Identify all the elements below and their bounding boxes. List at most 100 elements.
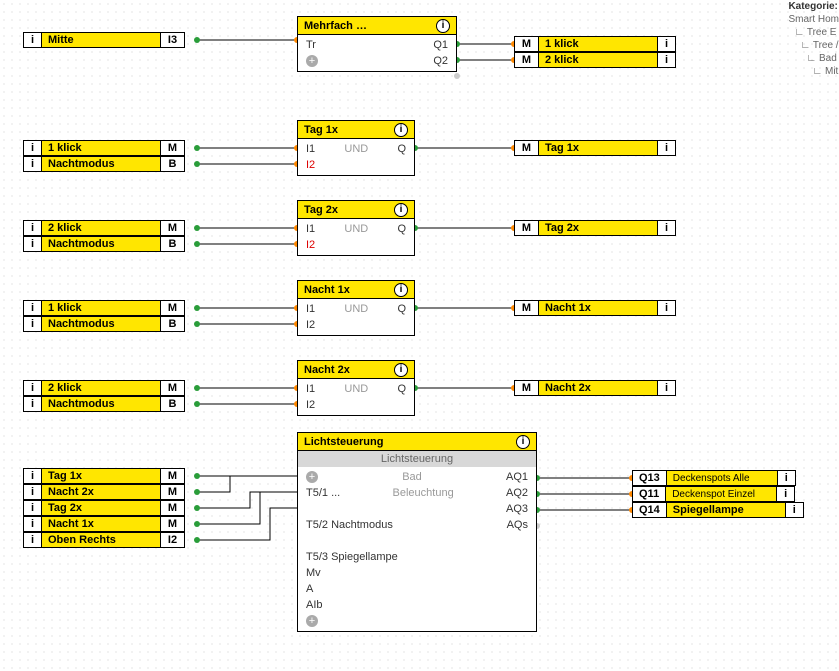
tag-label: Nachtmodus bbox=[42, 157, 160, 171]
info-icon[interactable]: i bbox=[394, 203, 408, 217]
block-tag2x[interactable]: Tag 2xi I1UNDQ I2 bbox=[297, 200, 415, 256]
input-tag-klick2b[interactable]: i2 klickM bbox=[23, 380, 185, 396]
tag-label: Nacht 2x bbox=[539, 381, 657, 395]
tag-label: Oben Rechts bbox=[42, 533, 160, 547]
tag-type: B bbox=[160, 397, 184, 411]
info-icon[interactable]: i bbox=[24, 501, 42, 515]
info-icon[interactable]: i bbox=[657, 381, 675, 395]
info-icon[interactable]: i bbox=[24, 301, 42, 315]
add-icon[interactable]: + bbox=[306, 55, 318, 67]
output-tag-out_tag1x[interactable]: MTag 1xi bbox=[514, 140, 676, 156]
tag-label: Tag 1x bbox=[42, 469, 160, 483]
tag-type: M bbox=[160, 469, 184, 483]
info-icon[interactable]: i bbox=[394, 363, 408, 377]
tag-type: M bbox=[160, 381, 184, 395]
info-icon[interactable]: i bbox=[24, 381, 42, 395]
info-icon[interactable]: i bbox=[24, 533, 42, 547]
output-tag-out_1klick[interactable]: M1 klicki bbox=[514, 36, 676, 52]
input-tag-nacht_d[interactable]: iNachtmodusB bbox=[23, 396, 185, 412]
block-mehrfach[interactable]: Mehrfach …i TrQ1 +Q2 bbox=[297, 16, 457, 72]
input-tag-obenrechts[interactable]: iOben RechtsI2 bbox=[23, 532, 185, 548]
tag-type: M bbox=[160, 485, 184, 499]
info-icon[interactable]: i bbox=[516, 435, 530, 449]
output-tag-out_q11[interactable]: Q11Deckenspot Einzeli bbox=[632, 486, 795, 502]
info-icon[interactable]: i bbox=[24, 157, 42, 171]
add-icon[interactable]: + bbox=[306, 615, 318, 627]
info-icon[interactable]: i bbox=[657, 37, 675, 51]
block-nacht1x[interactable]: Nacht 1xi I1UNDQ I2 bbox=[297, 280, 415, 336]
tag-label: 2 klick bbox=[42, 381, 160, 395]
tag-label: 1 klick bbox=[539, 37, 657, 51]
info-icon[interactable]: i bbox=[777, 471, 795, 485]
output-tag-out_nacht2x[interactable]: MNacht 2xi bbox=[514, 380, 676, 396]
info-icon[interactable]: i bbox=[24, 221, 42, 235]
input-tag-mitte[interactable]: iMitteI3 bbox=[23, 32, 185, 48]
info-icon[interactable]: i bbox=[657, 221, 675, 235]
tag-label: Nachtmodus bbox=[42, 317, 160, 331]
tag-type: M bbox=[160, 301, 184, 315]
output-tag-out_q14[interactable]: Q14Spiegellampei bbox=[632, 502, 804, 518]
input-tag-nacht_a[interactable]: iNachtmodusB bbox=[23, 156, 185, 172]
input-tag-nacht_c[interactable]: iNachtmodusB bbox=[23, 316, 185, 332]
info-icon[interactable]: i bbox=[24, 33, 42, 47]
tag-label: Nacht 1x bbox=[539, 301, 657, 315]
tag-label: 1 klick bbox=[42, 141, 160, 155]
tag-type: M bbox=[160, 221, 184, 235]
tag-type: M bbox=[515, 221, 539, 235]
tag-type: M bbox=[160, 141, 184, 155]
tag-type: B bbox=[160, 237, 184, 251]
tag-type: M bbox=[515, 141, 539, 155]
tag-label: Nacht 1x bbox=[42, 517, 160, 531]
info-icon[interactable]: i bbox=[394, 123, 408, 137]
tag-type: Q13 bbox=[633, 471, 667, 485]
output-tag-out_2klick[interactable]: M2 klicki bbox=[514, 52, 676, 68]
info-icon[interactable]: i bbox=[24, 397, 42, 411]
input-tag-nacht_b[interactable]: iNachtmodusB bbox=[23, 236, 185, 252]
info-icon[interactable]: i bbox=[24, 485, 42, 499]
tag-label: 2 klick bbox=[42, 221, 160, 235]
info-icon[interactable]: i bbox=[657, 301, 675, 315]
add-icon[interactable]: + bbox=[306, 471, 318, 483]
info-icon[interactable]: i bbox=[24, 141, 42, 155]
info-icon[interactable]: i bbox=[657, 53, 675, 67]
input-tag-tag1x_in[interactable]: iTag 1xM bbox=[23, 468, 185, 484]
tag-label: Tag 1x bbox=[539, 141, 657, 155]
block-title: Mehrfach … bbox=[304, 20, 367, 32]
tag-type: Q14 bbox=[633, 503, 667, 517]
info-icon[interactable]: i bbox=[436, 19, 450, 33]
input-tag-klick2a[interactable]: i2 klickM bbox=[23, 220, 185, 236]
tag-label: Deckenspots Alle bbox=[667, 471, 777, 485]
block-tag1x[interactable]: Tag 1xi I1UNDQ I2 bbox=[297, 120, 415, 176]
info-icon[interactable]: i bbox=[24, 469, 42, 483]
category-tree[interactable]: Kategorie: Smart Hom ∟ Tree E ∟ Tree / ∟… bbox=[788, 0, 839, 78]
input-tag-klick1a[interactable]: i1 klickM bbox=[23, 140, 185, 156]
tag-label: Tag 2x bbox=[42, 501, 160, 515]
tag-label: Nachtmodus bbox=[42, 397, 160, 411]
tag-label: Nachtmodus bbox=[42, 237, 160, 251]
input-tag-nacht2x_in[interactable]: iNacht 2xM bbox=[23, 484, 185, 500]
tag-label: 2 klick bbox=[539, 53, 657, 67]
info-icon[interactable]: i bbox=[776, 487, 794, 501]
input-tag-nacht1x_in[interactable]: iNacht 1xM bbox=[23, 516, 185, 532]
output-tag-out_tag2x[interactable]: MTag 2xi bbox=[514, 220, 676, 236]
tag-type: M bbox=[515, 37, 539, 51]
info-icon[interactable]: i bbox=[785, 503, 803, 517]
tag-label: Spiegellampe bbox=[667, 503, 785, 517]
tag-label: Nacht 2x bbox=[42, 485, 160, 499]
block-lichtsteuerung[interactable]: Lichtsteuerungi Lichtsteuerung +BadAQ1T5… bbox=[297, 432, 537, 632]
info-icon[interactable]: i bbox=[394, 283, 408, 297]
info-icon[interactable]: i bbox=[24, 317, 42, 331]
input-tag-klick1b[interactable]: i1 klickM bbox=[23, 300, 185, 316]
tag-type: M bbox=[515, 53, 539, 67]
output-tag-out_q13[interactable]: Q13Deckenspots Allei bbox=[632, 470, 796, 486]
tag-label: 1 klick bbox=[42, 301, 160, 315]
input-tag-tag2x_in[interactable]: iTag 2xM bbox=[23, 500, 185, 516]
tag-type: M bbox=[160, 517, 184, 531]
output-tag-out_nacht1x[interactable]: MNacht 1xi bbox=[514, 300, 676, 316]
info-icon[interactable]: i bbox=[657, 141, 675, 155]
tag-type: Q11 bbox=[633, 487, 666, 501]
block-nacht2x[interactable]: Nacht 2xi I1UNDQ I2 bbox=[297, 360, 415, 416]
info-icon[interactable]: i bbox=[24, 237, 42, 251]
tag-type: M bbox=[515, 301, 539, 315]
info-icon[interactable]: i bbox=[24, 517, 42, 531]
